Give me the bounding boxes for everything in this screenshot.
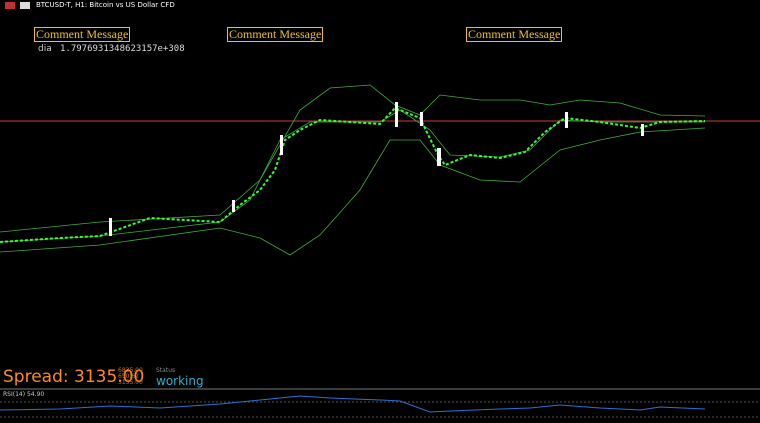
rsi-label: RSI(14) 54.90	[3, 391, 45, 398]
window-title: BTCUSD-T, H1: Bitcoin vs US Dollar CFD	[36, 1, 175, 9]
spread: Spread: 3135.00	[3, 367, 145, 387]
rsi-line	[0, 395, 706, 413]
mid: 650.62	[118, 373, 139, 380]
flag-icon	[5, 2, 15, 9]
comment: Comment Message	[34, 27, 131, 42]
indicator-label: dia	[38, 44, 52, 54]
comment: Comment Message	[227, 27, 324, 42]
status-label: Status	[156, 367, 176, 374]
candle-bodies	[109, 102, 644, 236]
chart-icon	[20, 2, 30, 9]
ask: 6835.00	[118, 367, 143, 374]
comment: Comment Message	[466, 27, 563, 42]
status: working	[156, 374, 204, 388]
bid: 3135.00	[118, 379, 143, 386]
lower-band	[0, 127, 706, 256]
indicator-value: 1.7976931348623157e+308	[60, 44, 185, 54]
